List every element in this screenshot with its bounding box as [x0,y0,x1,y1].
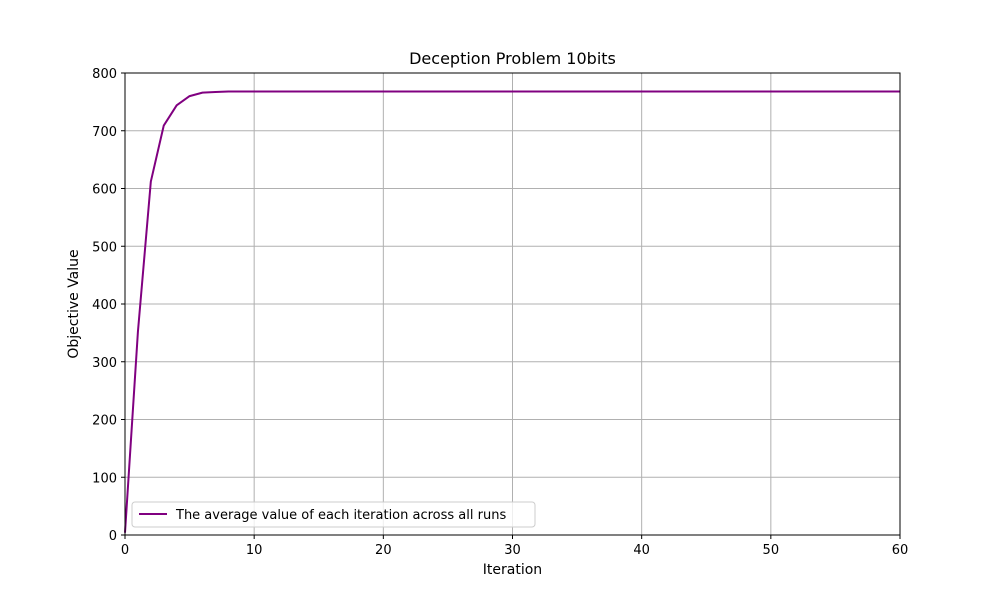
y-tick-label: 200 [92,414,117,429]
x-tick-label: 40 [633,543,650,558]
chart-title: Deception Problem 10bits [409,49,616,68]
series-lines [124,90,900,533]
legend: The average value of each iteration acro… [131,501,536,528]
y-tick-label: 100 [92,471,117,486]
y-tick-label: 700 [92,125,117,140]
legend-box [131,501,536,528]
x-tick-label: 30 [504,543,521,558]
x-tick-label: 50 [763,543,780,558]
y-tick-label: 800 [92,67,117,82]
y-tick-label: 500 [92,240,117,255]
legend-label: The average value of each iteration acro… [175,508,506,523]
series-line [124,90,900,533]
x-axis-label: Iteration [483,562,542,578]
x-tick-label: 60 [892,543,909,558]
y-tick-label: 300 [92,356,117,371]
x-tick-label: 0 [121,543,129,558]
y-tick-label: 600 [92,183,117,198]
grid-lines [124,72,901,536]
x-tick-label: 20 [375,543,392,558]
y-tick-label: 0 [109,529,117,544]
y-axis-label: Objective Value [66,249,82,358]
x-tick-label: 10 [246,543,263,558]
y-tick-label: 400 [92,298,117,313]
